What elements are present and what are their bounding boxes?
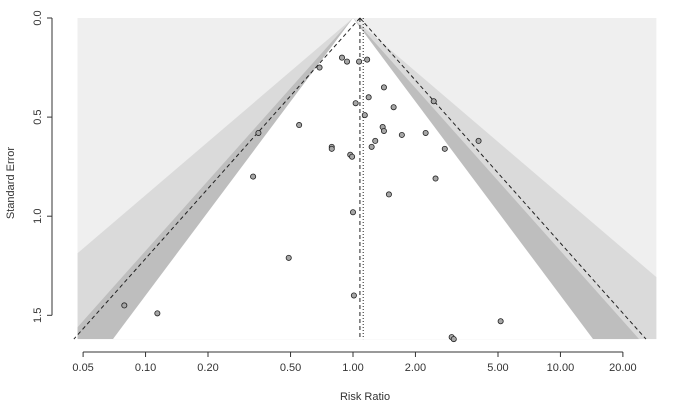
study-point [368, 143, 375, 150]
study-point [475, 137, 482, 144]
study-point [350, 292, 357, 299]
study-point [430, 98, 437, 105]
x-tick-label: 10.00 [547, 362, 575, 374]
y-tick-label: 1.5 [32, 308, 44, 323]
funnel-line [73, 17, 361, 340]
x-tick-label: 1.00 [342, 362, 363, 374]
x-tick-label: 0.50 [280, 362, 301, 374]
x-tick-label: 5.00 [487, 362, 508, 374]
study-point [338, 54, 345, 61]
study-point [285, 254, 292, 261]
study-point [356, 58, 363, 65]
contour-region [112, 18, 594, 340]
y-axis-label: Standard Error [5, 147, 17, 219]
study-point [380, 127, 387, 134]
study-point [250, 173, 257, 180]
study-point [349, 209, 356, 216]
study-point [364, 56, 371, 63]
study-point [432, 175, 439, 182]
study-point [441, 145, 448, 152]
x-tick-label: 0.10 [135, 362, 156, 374]
study-point [365, 94, 372, 101]
study-point [380, 84, 387, 91]
study-point [361, 112, 368, 119]
study-point [121, 302, 128, 309]
study-point [398, 131, 405, 138]
x-axis-label: Risk Ratio [340, 391, 390, 403]
study-point [316, 64, 323, 71]
x-tick-label: 0.20 [197, 362, 218, 374]
study-point [344, 58, 351, 65]
study-point [385, 191, 392, 198]
study-point [390, 104, 397, 111]
y-tick-label: 0.0 [32, 10, 44, 25]
y-tick-label: 0.5 [32, 109, 44, 124]
study-point [497, 318, 504, 325]
study-point [328, 145, 335, 152]
study-point [349, 153, 356, 160]
study-point [296, 122, 303, 129]
contours [77, 18, 657, 340]
funnel-line [359, 17, 647, 340]
study-point [372, 137, 379, 144]
y-tick-label: 1.0 [32, 209, 44, 224]
study-point [154, 310, 161, 317]
study-point [255, 129, 262, 136]
study-point [422, 129, 429, 136]
study-point [352, 100, 359, 107]
x-tick-label: 2.00 [405, 362, 426, 374]
study-point [450, 336, 457, 343]
x-tick-label: 0.05 [72, 362, 93, 374]
x-tick-label: 20.00 [609, 362, 637, 374]
